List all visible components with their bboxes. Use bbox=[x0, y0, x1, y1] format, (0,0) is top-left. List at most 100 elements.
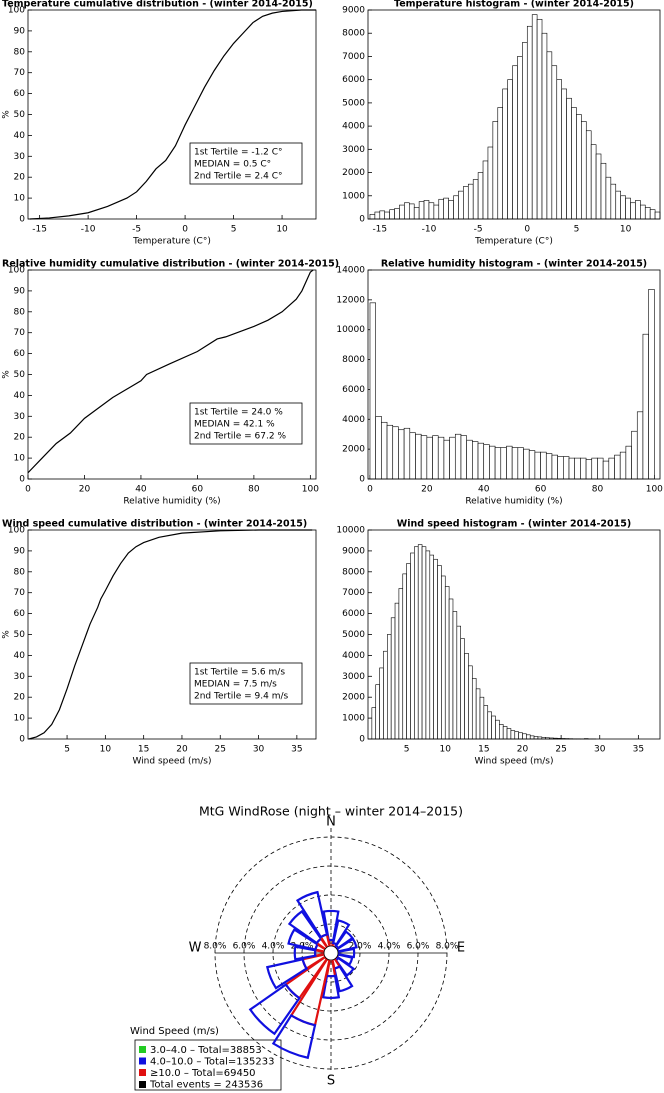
histogram-bar bbox=[468, 665, 473, 740]
histogram-bar bbox=[398, 588, 404, 740]
histogram-bar bbox=[546, 51, 553, 220]
plot-frame bbox=[367, 529, 661, 740]
y-tick-label: 8000 bbox=[342, 355, 365, 365]
histogram-bar bbox=[394, 602, 400, 740]
x-tick-label: 25 bbox=[215, 745, 226, 755]
x-tick-label: 5 bbox=[574, 225, 580, 235]
chart-title: MtG WindRose (night – winter 2014–2015) bbox=[199, 804, 463, 819]
annotation: 2nd Tertile = 67.2 % bbox=[194, 432, 286, 442]
y-tick-label: 40 bbox=[14, 131, 26, 141]
histogram-bar bbox=[375, 684, 380, 740]
chart-title: Relative humidity cumulative distributio… bbox=[2, 259, 339, 270]
x-tick-label: -15 bbox=[372, 225, 387, 235]
histogram-bar bbox=[433, 558, 438, 740]
histogram-bar bbox=[545, 453, 553, 480]
y-tick-label: 80 bbox=[14, 47, 26, 57]
y-tick-label: 0 bbox=[19, 475, 25, 485]
annotation-box bbox=[189, 662, 303, 705]
x-tick-label: 35 bbox=[633, 745, 644, 755]
y-tick-label: 20 bbox=[14, 433, 26, 443]
histogram-bar bbox=[511, 447, 519, 480]
x-axis-label: Relative humidity (%) bbox=[465, 497, 562, 507]
histogram-bar bbox=[640, 204, 646, 220]
histogram-bar bbox=[418, 201, 425, 220]
annotation: 1st Tertile = 5.6 m/s bbox=[194, 668, 285, 678]
histogram-bar bbox=[423, 200, 430, 220]
histogram-bar bbox=[625, 445, 632, 480]
x-tick-label: 30 bbox=[594, 745, 606, 755]
histogram-bar bbox=[500, 447, 507, 480]
legend-total: Total events = 243536 bbox=[149, 1080, 263, 1091]
histogram-bar bbox=[437, 565, 442, 740]
legend-swatch bbox=[139, 1057, 146, 1065]
histogram-bar bbox=[540, 451, 547, 480]
y-tick-label: 70 bbox=[14, 588, 26, 598]
annotation: MEDIAN = 7.5 m/s bbox=[194, 680, 277, 690]
y-axis-label: % bbox=[2, 110, 12, 119]
compass-label: N bbox=[326, 815, 336, 830]
compass-label: S bbox=[327, 1074, 335, 1089]
histogram-bar bbox=[398, 429, 405, 480]
histogram-bar bbox=[507, 79, 513, 220]
y-tick-label: 2000 bbox=[342, 445, 365, 455]
histogram-bar bbox=[551, 65, 558, 220]
annotation: 2nd Tertile = 2.4 C° bbox=[194, 172, 283, 182]
histogram-bar bbox=[402, 573, 407, 740]
legend-swatch bbox=[139, 1046, 146, 1053]
x-axis-label: Temperature (C°) bbox=[132, 237, 211, 247]
ring bbox=[243, 865, 419, 1041]
legend-label: 4.0–10.0 – Total=135233 bbox=[150, 1057, 274, 1068]
rose-segment bbox=[331, 919, 351, 946]
x-tick-label: 5 bbox=[404, 745, 410, 755]
y-tick-label: 100 bbox=[8, 266, 25, 276]
y-tick-label: 0 bbox=[19, 735, 25, 745]
annotation: MEDIAN = 42.1 % bbox=[194, 420, 275, 430]
chart-title: Wind speed cumulative distribution - (wi… bbox=[2, 519, 307, 530]
histogram-bar bbox=[597, 457, 604, 480]
rose-segment bbox=[271, 1013, 317, 1060]
histogram-bar bbox=[608, 457, 615, 480]
histogram-bar bbox=[600, 162, 607, 220]
histogram-bar bbox=[585, 130, 592, 220]
y-tick-label: 6000 bbox=[342, 75, 365, 85]
rose-segment bbox=[321, 974, 341, 1000]
y-tick-label: 10000 bbox=[336, 526, 365, 536]
histogram-bar bbox=[479, 696, 485, 740]
legend-label: ≥10.0 – Total=69450 bbox=[150, 1068, 256, 1079]
y-tick-label: 10 bbox=[14, 454, 26, 464]
histogram-bar bbox=[413, 207, 420, 220]
histogram-bar bbox=[387, 634, 392, 740]
y-tick-label: 2000 bbox=[342, 693, 365, 703]
legend-title: Wind Speed (m/s) bbox=[130, 1026, 219, 1037]
y-tick-label: 7000 bbox=[342, 588, 365, 598]
annotation: 1st Tertile = -1.2 C° bbox=[194, 148, 283, 158]
y-tick-label: 10 bbox=[14, 194, 26, 204]
x-tick-label: -5 bbox=[132, 225, 141, 235]
histogram-bar bbox=[379, 210, 386, 220]
annotation: 2nd Tertile = 9.4 m/s bbox=[194, 692, 289, 702]
histogram-bar bbox=[369, 302, 376, 480]
histogram-bar bbox=[625, 197, 631, 220]
x-tick-label: 10 bbox=[276, 225, 288, 235]
histogram-bar bbox=[410, 552, 415, 740]
histogram-bar bbox=[491, 715, 496, 740]
y-tick-label: 20 bbox=[14, 693, 26, 703]
histogram-bar bbox=[568, 457, 576, 480]
x-tick-label: 20 bbox=[421, 485, 433, 495]
histogram-bar bbox=[506, 728, 512, 740]
legend-swatch bbox=[139, 1081, 146, 1088]
y-tick-label: 4000 bbox=[342, 122, 365, 132]
y-tick-label: 60 bbox=[14, 349, 26, 359]
histogram-bar bbox=[489, 445, 496, 480]
histogram-bar bbox=[630, 202, 636, 220]
histogram-bar bbox=[383, 650, 388, 740]
x-tick-label: 10 bbox=[620, 225, 632, 235]
histogram-bar bbox=[566, 97, 572, 220]
x-tick-label: 60 bbox=[192, 485, 204, 495]
histogram-bar bbox=[506, 445, 513, 480]
histogram-bar bbox=[371, 707, 377, 740]
histogram-bar bbox=[642, 333, 649, 480]
histogram-bar bbox=[595, 153, 602, 220]
histogram-bar bbox=[502, 726, 508, 740]
histogram-bar bbox=[518, 732, 523, 740]
